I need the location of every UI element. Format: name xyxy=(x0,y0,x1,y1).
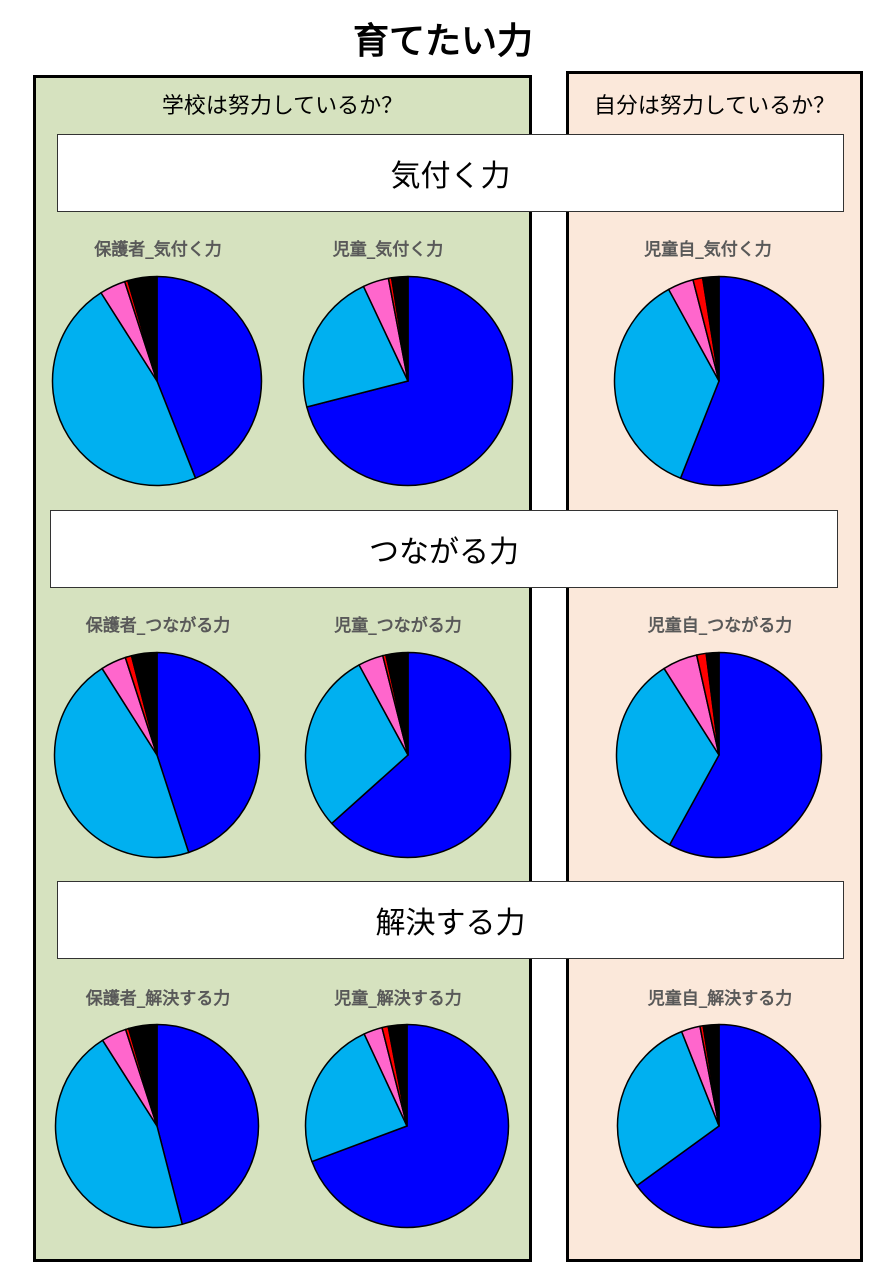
pie-slice xyxy=(302,285,409,408)
pie-slice xyxy=(127,275,158,382)
pie-slice xyxy=(613,288,720,479)
pie-slice xyxy=(387,1023,408,1127)
pie-slice xyxy=(385,651,409,756)
section-kaiketsu: 解決する力 xyxy=(57,881,844,959)
pie-slice xyxy=(702,1023,720,1127)
self-effort-heading: 自分は努力しているか？ xyxy=(593,94,836,119)
school-effort-heading: 学校は努力しているか？ xyxy=(161,94,404,119)
pie-slice xyxy=(156,651,261,854)
pie-chart-child-kizuku xyxy=(302,275,514,487)
page-title: 育てたい力 xyxy=(352,21,533,62)
pie-chart-parent-tsunagaru xyxy=(53,651,261,859)
pie-slice xyxy=(701,275,720,382)
pie-title-parent-tsunagaru: 保護者_つながる力 xyxy=(85,616,231,636)
pie-title-self-tsunagaru: 児童自_つながる力 xyxy=(647,616,793,636)
pie-slice xyxy=(127,1023,158,1127)
pie-title-self-kaiketsu: 児童自_解決する力 xyxy=(647,989,793,1009)
pie-title-child-kaiketsu: 児童_解決する力 xyxy=(334,989,462,1009)
pie-slice xyxy=(330,651,512,859)
pie-title-parent-kaiketsu: 保護者_解決する力 xyxy=(85,989,231,1009)
pie-chart-child-tsunagaru xyxy=(304,651,512,859)
section-tsunagaru: つながる力 xyxy=(50,510,838,588)
pie-slice xyxy=(156,1023,260,1226)
section-kizuku: 気付く力 xyxy=(57,134,844,212)
pie-slice xyxy=(615,667,720,846)
pie-slice xyxy=(54,1039,183,1229)
pie-chart-self-kaiketsu xyxy=(616,1023,822,1229)
pie-slice xyxy=(156,275,263,479)
pie-chart-parent-kizuku xyxy=(51,275,263,487)
pie-slice xyxy=(306,275,514,487)
pie-title-child-kizuku: 児童_気付く力 xyxy=(332,240,444,260)
pie-title-child-tsunagaru: 児童_つながる力 xyxy=(334,616,462,636)
pie-chart-self-kizuku xyxy=(613,275,825,487)
pie-slice xyxy=(636,1023,822,1229)
pie-chart-child-kaiketsu xyxy=(304,1023,510,1229)
pie-chart-self-tsunagaru xyxy=(615,651,823,859)
pie-title-self-kizuku: 児童自_気付く力 xyxy=(644,240,772,260)
pie-slice xyxy=(311,1023,510,1229)
pie-slice xyxy=(304,664,409,825)
pie-chart-parent-kaiketsu xyxy=(54,1023,260,1229)
pie-slice xyxy=(705,651,720,756)
pie-slice xyxy=(679,275,825,487)
pie-slice xyxy=(51,292,197,487)
pie-slice xyxy=(616,1030,720,1187)
pie-slice xyxy=(130,651,158,756)
pie-title-parent-kizuku: 保護者_気付く力 xyxy=(94,240,222,260)
pie-slice xyxy=(53,667,190,859)
pie-slice xyxy=(390,275,409,382)
pie-slice xyxy=(668,651,823,859)
pie-slice xyxy=(304,1033,408,1163)
